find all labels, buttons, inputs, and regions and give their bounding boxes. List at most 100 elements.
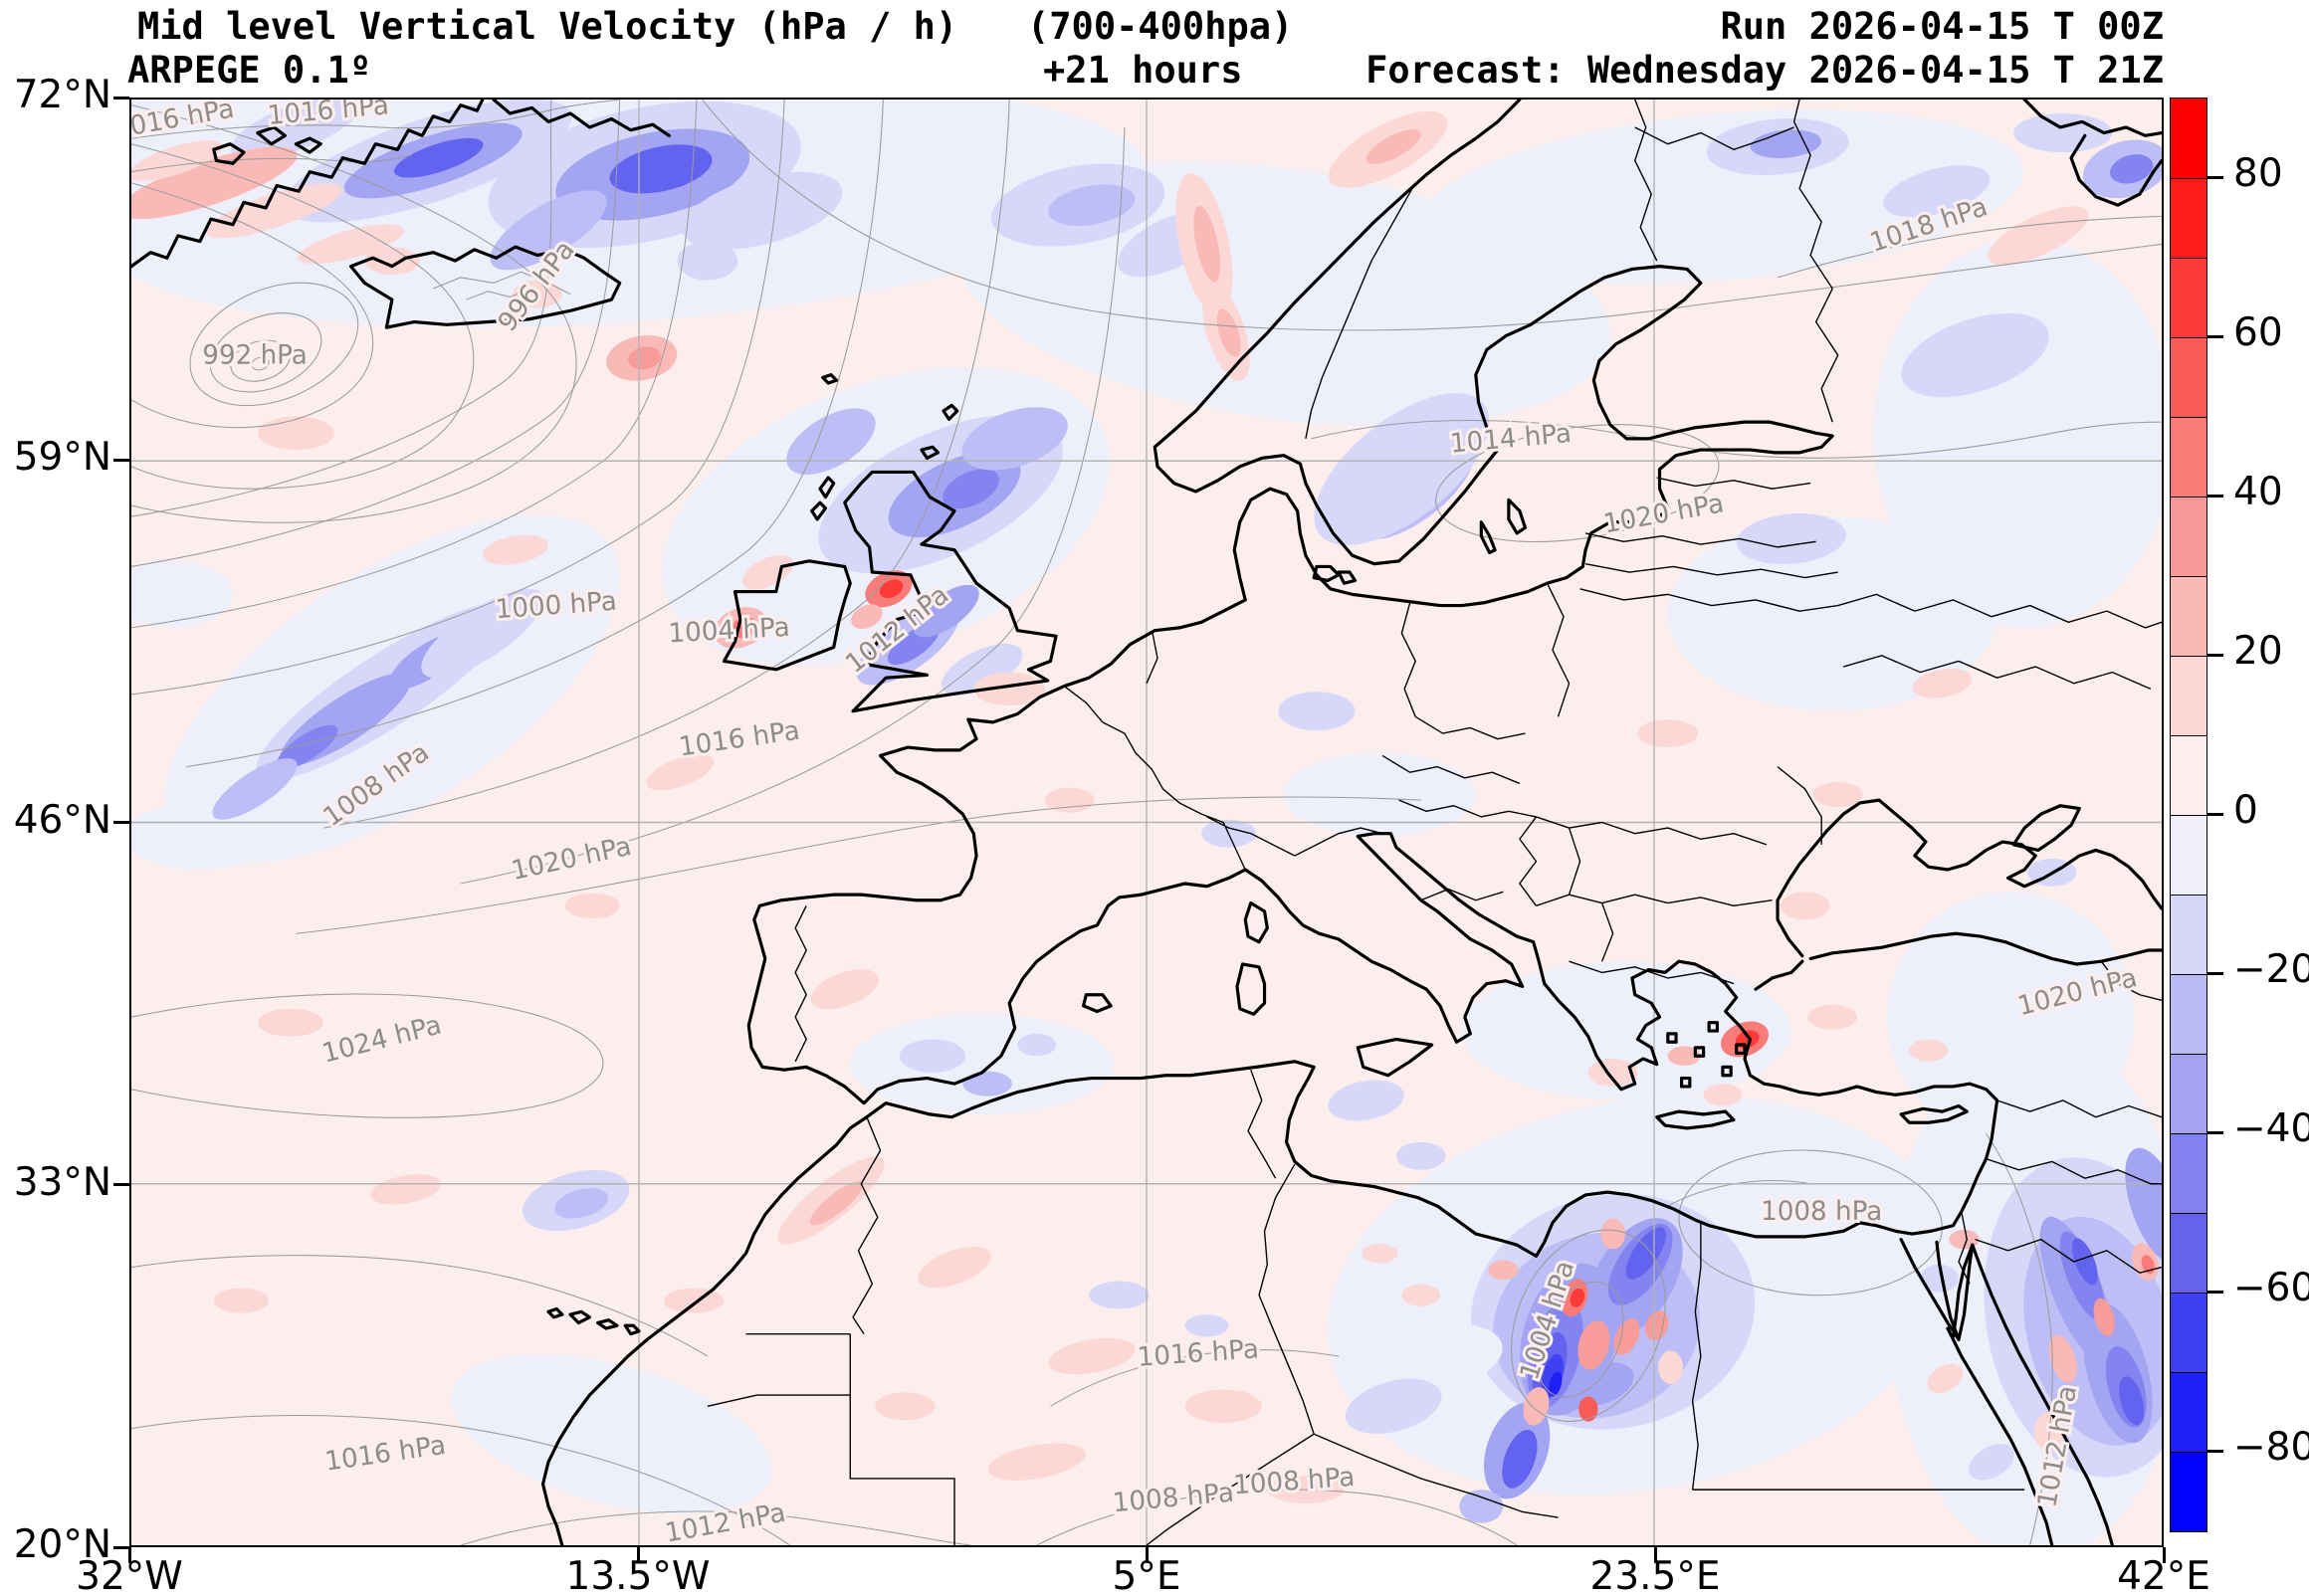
velocity-blob xyxy=(1193,205,1221,283)
coastline xyxy=(348,245,622,329)
country-border xyxy=(1691,1222,1702,1491)
coastline xyxy=(1735,1043,1747,1056)
colorbar-segment xyxy=(2171,1133,2206,1213)
isobar-contour xyxy=(1311,419,2162,459)
isobar-contour xyxy=(1536,1281,1624,1398)
country-border xyxy=(1975,1238,2162,1274)
velocity-blob xyxy=(918,1246,991,1289)
colorbar-tick-label: −60 xyxy=(2233,1266,2309,1310)
velocity-blob xyxy=(1912,669,1973,698)
velocity-blob xyxy=(2013,112,2113,153)
coastline xyxy=(1666,1032,1678,1044)
velocity-blob xyxy=(564,893,620,918)
velocity-blob xyxy=(1570,1362,1634,1406)
velocity-blob xyxy=(875,1392,936,1421)
coastline xyxy=(843,470,1058,713)
coastline xyxy=(1808,931,2162,966)
velocity-blob xyxy=(1570,1288,1585,1307)
isobar-contour xyxy=(460,126,1126,885)
colorbar-segment xyxy=(2171,1293,2206,1372)
isobar-contour xyxy=(1777,215,2162,279)
colorbar-segment xyxy=(2171,99,2206,178)
velocity-blob xyxy=(1736,512,1846,565)
country-border xyxy=(849,1395,955,1545)
isobar-contour xyxy=(131,100,698,629)
country-border xyxy=(1313,1433,1559,1518)
velocity-blob xyxy=(1927,1363,1964,1393)
country-border xyxy=(1400,602,1416,717)
forecast-label: Forecast: Wednesday 2026-04-15 T 21Z xyxy=(1365,49,2164,92)
colorbar-tick-mark xyxy=(2207,971,2223,975)
velocity-blob xyxy=(1625,1227,1666,1280)
isobar-label: 992 hPa xyxy=(202,340,308,370)
velocity-blob xyxy=(2071,1238,2098,1286)
colorbar-segment xyxy=(2171,1452,2206,1531)
velocity-blob xyxy=(1184,1314,1229,1337)
country-border xyxy=(1536,894,1773,907)
velocity-blob xyxy=(1667,516,1997,711)
coastline xyxy=(1337,570,1358,585)
isobar-contour xyxy=(131,143,475,490)
isobar-contour xyxy=(251,356,270,371)
country-border xyxy=(1247,1069,1277,1179)
country-border xyxy=(1792,100,1839,423)
velocity-blob xyxy=(1017,1033,1057,1057)
country-border xyxy=(1536,816,1768,846)
velocity-blob xyxy=(2141,1255,2155,1275)
country-border xyxy=(1634,100,1658,262)
colorbar-tick-mark xyxy=(2207,812,2223,816)
velocity-blob xyxy=(810,969,879,1010)
coastline xyxy=(540,100,1999,1545)
chart-layer-label: (700-400hpa) xyxy=(1027,5,1294,48)
velocity-blob xyxy=(1750,129,1822,158)
coastline xyxy=(294,136,322,154)
velocity-blob xyxy=(1703,1084,1743,1106)
velocity-blob xyxy=(962,1071,1012,1097)
colorbar-tick-label: −40 xyxy=(2233,1106,2309,1151)
velocity-blob xyxy=(1345,1378,1442,1434)
velocity-blob xyxy=(1578,1396,1598,1422)
velocity-blob xyxy=(131,560,233,628)
velocity-blob xyxy=(913,584,979,638)
velocity-blob xyxy=(663,1288,725,1313)
coastline xyxy=(1946,1326,2054,1545)
velocity-blob xyxy=(1637,719,1699,748)
coastline xyxy=(810,500,828,521)
velocity-blob xyxy=(554,1187,608,1219)
velocity-blob xyxy=(1365,129,1421,164)
country-border xyxy=(1634,126,1794,150)
velocity-blob xyxy=(741,554,794,590)
country-border xyxy=(1294,827,1383,857)
velocity-blob xyxy=(1421,109,2024,285)
coastline xyxy=(1679,1076,1692,1089)
velocity-blob xyxy=(646,754,715,791)
velocity-blob xyxy=(941,643,1023,696)
velocity-blob xyxy=(899,1039,966,1073)
colorbar-segment xyxy=(2171,1372,2206,1452)
velocity-blob xyxy=(987,1443,1086,1481)
colorbar-segment xyxy=(2171,337,2206,417)
lon-tick-mark xyxy=(127,1547,131,1563)
coastline xyxy=(596,1318,619,1330)
coastline xyxy=(1693,1046,1706,1058)
country-border xyxy=(1305,182,1416,440)
coastline xyxy=(568,1309,591,1325)
velocity-blob xyxy=(1089,1281,1150,1309)
velocity-blob xyxy=(943,469,999,509)
chart-title: Mid level Vertical Velocity (hPa / h) xyxy=(137,5,958,48)
velocity-blob xyxy=(1667,1046,1701,1066)
country-border xyxy=(1584,562,1838,579)
isobar-contour xyxy=(433,271,571,296)
velocity-blob xyxy=(2110,154,2154,184)
lead-time-label: +21 hours xyxy=(1043,49,1243,92)
isobar-contour xyxy=(460,1510,971,1545)
colorbar-tick-label: −80 xyxy=(2233,1425,2309,1470)
isobar-contour xyxy=(1036,1489,1518,1545)
velocity-blob xyxy=(879,579,904,599)
velocity-blob xyxy=(212,758,298,820)
velocity-blob xyxy=(1883,165,1991,218)
velocity-blob xyxy=(364,247,420,276)
velocity-blob xyxy=(483,534,548,565)
velocity-blob xyxy=(2093,1297,2115,1336)
run-label: Run 2026-04-15 T 00Z xyxy=(1720,5,2164,48)
